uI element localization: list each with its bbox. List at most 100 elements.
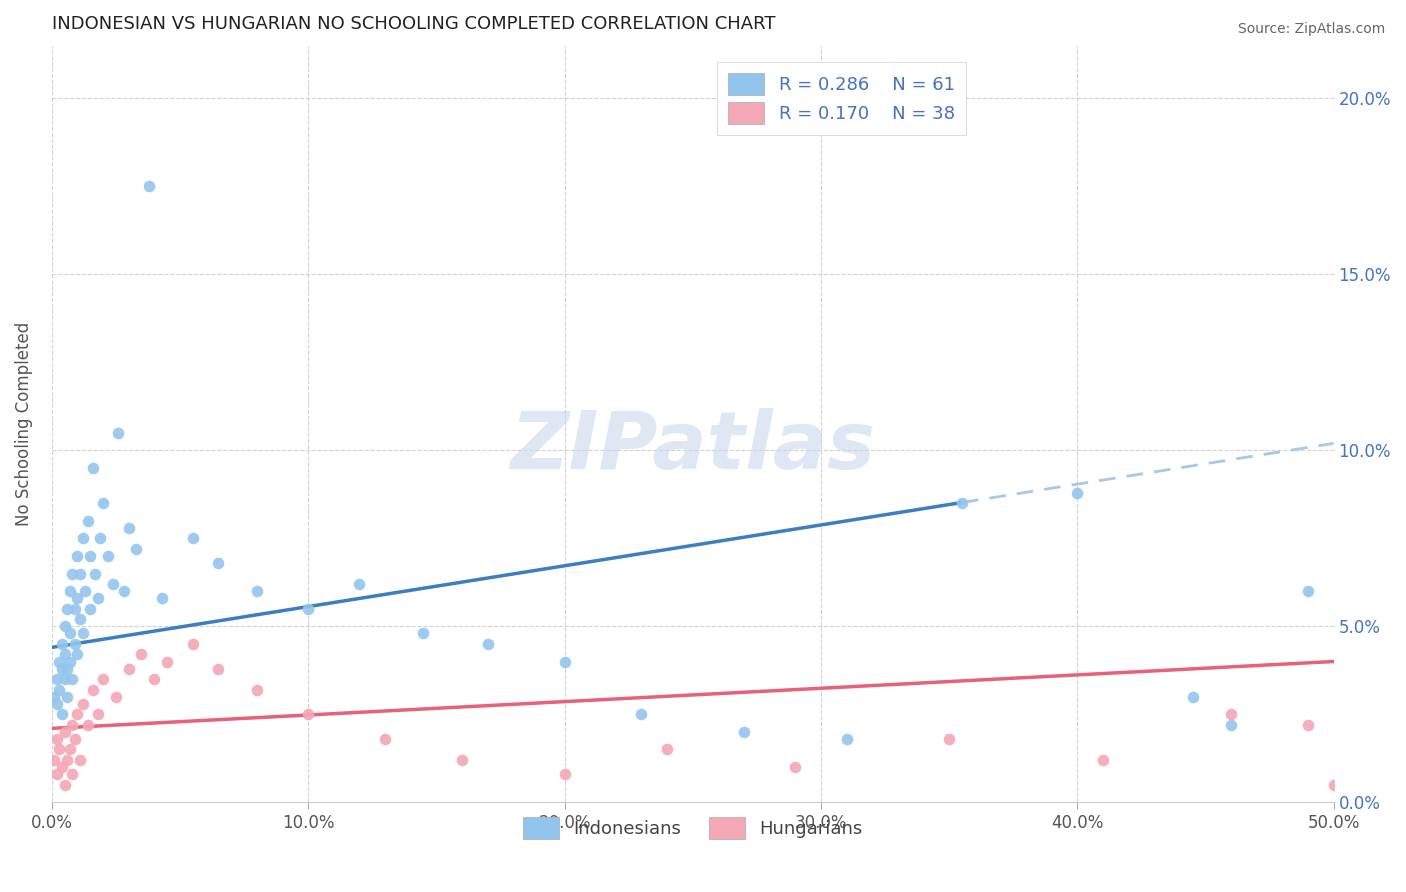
Point (66, 707, 89, 722)
Point (1220, 718, 1243, 732)
Point (51, 707, 73, 722)
Point (48, 682, 70, 697)
Point (91, 496, 114, 510)
Point (835, 731, 858, 746)
Point (48, 742, 70, 756)
Point (45, 731, 67, 746)
Point (655, 742, 678, 756)
Point (938, 731, 960, 746)
Point (297, 707, 319, 722)
Point (63, 731, 86, 746)
Point (1066, 485, 1088, 500)
Point (150, 591, 173, 606)
Point (56, 601, 79, 615)
Point (66, 648, 89, 662)
Point (181, 532, 204, 546)
Point (785, 760, 807, 774)
Point (69, 566, 91, 581)
Point (118, 661, 141, 675)
Point (246, 682, 269, 697)
Point (60, 718, 83, 732)
Point (107, 425, 129, 440)
Point (84, 566, 107, 581)
Point (76, 514, 98, 528)
Point (87, 591, 110, 606)
Point (53, 619, 76, 633)
Point (103, 577, 125, 591)
Point (45, 697, 67, 711)
Point (48, 655, 70, 669)
Point (51, 760, 73, 774)
Point (630, 707, 652, 722)
Point (44, 753, 66, 767)
Point (131, 648, 153, 662)
Point (51, 637, 73, 651)
Point (97, 549, 120, 563)
Point (53, 778, 76, 792)
Point (76, 718, 98, 732)
Point (118, 521, 141, 535)
Point (1181, 690, 1204, 704)
Point (44, 690, 66, 704)
Point (143, 672, 166, 686)
Legend: Indonesians, Hungarians: Indonesians, Hungarians (516, 810, 869, 847)
Point (79, 601, 101, 615)
Point (477, 637, 499, 651)
Point (51, 661, 73, 675)
Point (66, 549, 89, 563)
Text: ZIPatlas: ZIPatlas (510, 408, 875, 485)
Point (412, 626, 434, 640)
Point (181, 637, 204, 651)
Point (451, 753, 474, 767)
Point (45, 672, 67, 686)
Point (56, 690, 79, 704)
Point (82, 461, 104, 475)
Point (63, 637, 86, 651)
Point (60, 672, 83, 686)
Point (733, 725, 755, 739)
Point (59, 584, 82, 599)
Point (56, 753, 79, 767)
Text: Source: ZipAtlas.com: Source: ZipAtlas.com (1237, 22, 1385, 37)
Point (45, 767, 67, 781)
Point (69, 753, 91, 767)
Point (553, 655, 575, 669)
Point (89, 532, 111, 546)
Point (1323, 778, 1346, 792)
Point (56, 661, 79, 675)
Point (72, 697, 94, 711)
Point (59, 626, 82, 640)
Point (246, 584, 269, 599)
Point (349, 577, 371, 591)
Point (72, 532, 94, 546)
Point (138, 179, 160, 194)
Point (207, 556, 229, 570)
Point (66, 591, 89, 606)
Point (60, 767, 83, 781)
Point (156, 655, 179, 669)
Point (950, 496, 973, 510)
Point (374, 731, 396, 746)
Point (297, 601, 319, 615)
Point (72, 626, 94, 640)
Y-axis label: No Schooling Completed: No Schooling Completed (15, 322, 32, 526)
Point (69, 612, 91, 626)
Point (87, 707, 110, 722)
Point (53, 648, 76, 662)
Point (1296, 584, 1319, 599)
Point (112, 584, 135, 599)
Point (104, 690, 127, 704)
Text: INDONESIAN VS HUNGARIAN NO SCHOOLING COMPLETED CORRELATION CHART: INDONESIAN VS HUNGARIAN NO SCHOOLING COM… (52, 15, 775, 33)
Point (79, 549, 101, 563)
Point (207, 661, 229, 675)
Point (1091, 753, 1114, 767)
Point (63, 601, 86, 615)
Point (1296, 718, 1319, 732)
Point (125, 541, 148, 556)
Point (59, 655, 82, 669)
Point (60, 566, 83, 581)
Point (91, 672, 114, 686)
Point (59, 742, 82, 756)
Point (53, 672, 76, 686)
Point (53, 725, 76, 739)
